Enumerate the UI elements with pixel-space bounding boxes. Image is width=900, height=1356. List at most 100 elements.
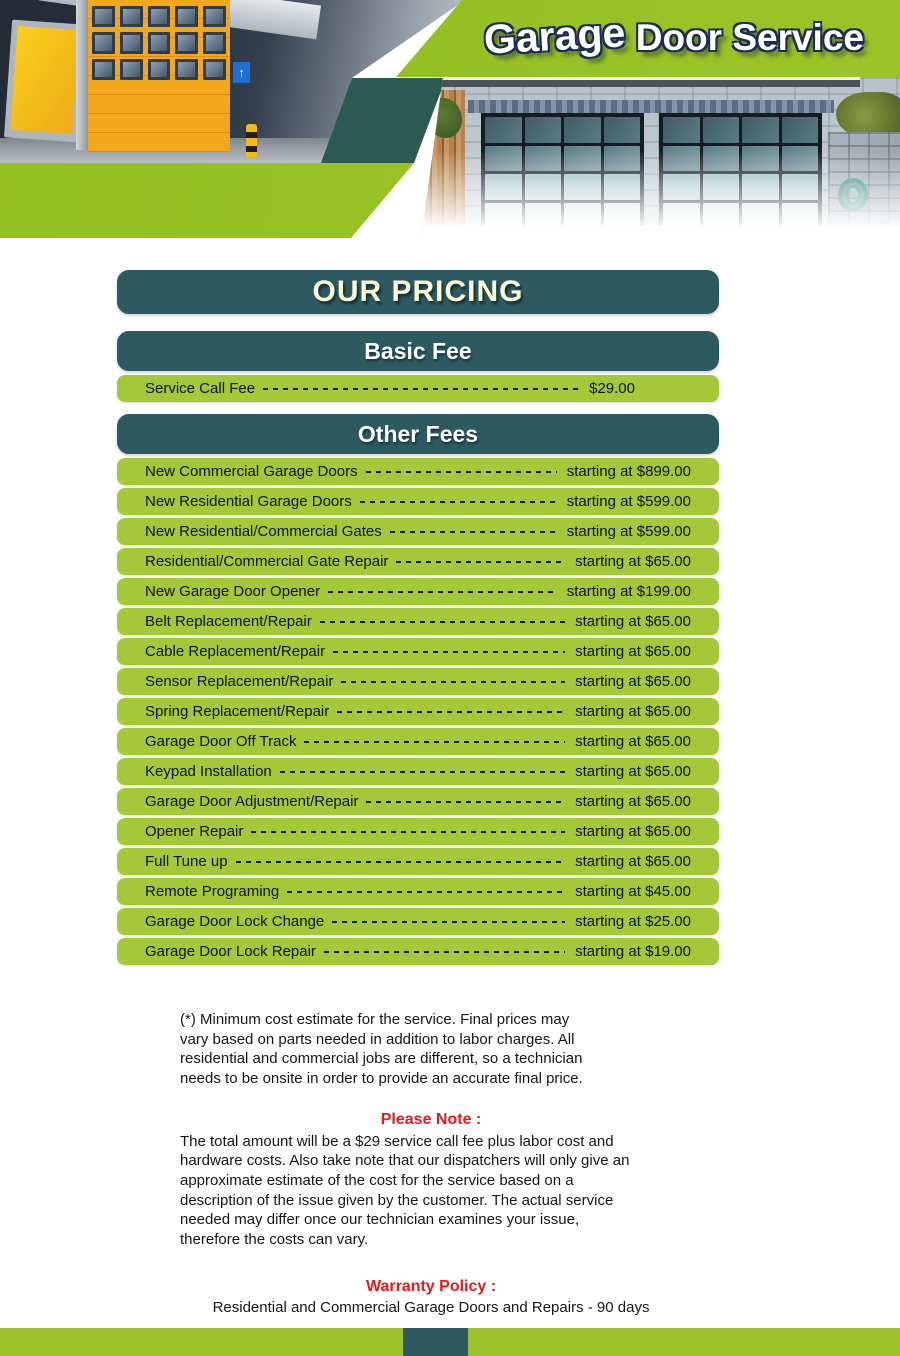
dash-leader xyxy=(341,681,566,683)
fee-price: starting at $19.00 xyxy=(575,943,691,960)
other-fees-list: New Commercial Garage Doors starting at $… xyxy=(117,458,719,965)
brick-header-row xyxy=(468,100,834,113)
fee-price: starting at $45.00 xyxy=(575,883,691,900)
fee-row: Garage Door Adjustment/Repair starting at… xyxy=(117,788,719,815)
fee-row: Garage Door Lock Change starting at $25.0… xyxy=(117,908,719,935)
fee-label: Belt Replacement/Repair xyxy=(145,613,312,630)
dash-leader xyxy=(333,651,566,653)
fee-price: $29.00 xyxy=(589,380,635,397)
page-title: Garage Door Service xyxy=(483,9,864,62)
fee-price: starting at $65.00 xyxy=(575,853,691,870)
door-frame-post xyxy=(76,0,88,150)
warranty-policy-body: Residential and Commercial Garage Doors … xyxy=(212,1299,650,1317)
pricing-title: OUR PRICING xyxy=(312,275,524,308)
fee-price: starting at $65.00 xyxy=(575,763,691,780)
fee-price: starting at $25.00 xyxy=(575,913,691,930)
dash-leader xyxy=(337,711,566,713)
dash-leader xyxy=(263,388,580,390)
fee-row: New Commercial Garage Doors starting at $… xyxy=(117,458,719,485)
header-banner: ↑ Garage Door Service xyxy=(0,0,900,240)
basic-fee-row: Service Call Fee $29.00 xyxy=(117,375,719,402)
dash-leader xyxy=(251,831,566,833)
fee-price: starting at $899.00 xyxy=(566,463,691,480)
fee-label: Spring Replacement/Repair xyxy=(145,703,330,720)
fee-label: Keypad Installation xyxy=(145,763,272,780)
fee-label: Opener Repair xyxy=(145,823,244,840)
fee-label: Garage Door Lock Repair xyxy=(145,943,316,960)
roof-soffit xyxy=(421,77,860,87)
fee-row: Garage Door Lock Repair starting at $19.0… xyxy=(117,938,719,965)
fee-row: Garage Door Off Track starting at $65.00 xyxy=(117,728,719,755)
fee-row: Cable Replacement/Repair starting at $65.… xyxy=(117,638,719,665)
garage-door-windows xyxy=(92,6,226,80)
dash-leader xyxy=(279,771,566,773)
pricing-title-bar: OUR PRICING xyxy=(117,270,719,314)
fee-row: Keypad Installation starting at $65.00 xyxy=(117,758,719,785)
fee-label: Sensor Replacement/Repair xyxy=(145,673,334,690)
fee-price: starting at $199.00 xyxy=(566,583,691,600)
fee-label: New Residential/Commercial Gates xyxy=(145,523,382,540)
fee-label: Remote Programing xyxy=(145,883,280,900)
fee-price: starting at $65.00 xyxy=(575,823,691,840)
dash-leader xyxy=(319,621,566,623)
fee-row: Full Tune up starting at $65.00 xyxy=(117,848,719,875)
basic-fee-heading: Basic Fee xyxy=(364,337,472,364)
fee-price: starting at $65.00 xyxy=(575,643,691,660)
dash-leader xyxy=(304,741,566,743)
pricing-section: OUR PRICING Basic Fee Service Call Fee $… xyxy=(117,270,719,968)
photo-white-fade xyxy=(421,150,900,240)
fee-price: starting at $65.00 xyxy=(575,613,691,630)
green-band-shape xyxy=(0,163,414,238)
fee-label: Garage Door Off Track xyxy=(145,733,297,750)
dash-leader xyxy=(366,801,566,803)
up-arrow-sign: ↑ xyxy=(233,62,250,83)
fee-row: Spring Replacement/Repair starting at $65… xyxy=(117,698,719,725)
title-banner: Garage Door Service xyxy=(396,0,900,77)
fee-price: starting at $599.00 xyxy=(566,493,691,510)
fee-price: starting at $599.00 xyxy=(566,523,691,540)
other-fees-header: Other Fees xyxy=(117,414,719,454)
fee-label: Cable Replacement/Repair xyxy=(145,643,326,660)
fee-price: starting at $65.00 xyxy=(575,703,691,720)
fee-price: starting at $65.00 xyxy=(575,553,691,570)
please-note-body: The total amount will be a $29 service c… xyxy=(180,1132,630,1249)
fee-price: starting at $65.00 xyxy=(575,733,691,750)
please-note-heading: Please Note : xyxy=(380,1110,482,1128)
fee-row: Remote Programing starting at $45.00 xyxy=(117,878,719,905)
fee-row: Belt Replacement/Repair starting at $65.0… xyxy=(117,608,719,635)
notes-section: (*) Minimum cost estimate for the servic… xyxy=(180,1010,682,1318)
fee-label: Service Call Fee xyxy=(145,380,256,397)
fee-row: Residential/Commercial Gate Repair starti… xyxy=(117,548,719,575)
footer-teal-block xyxy=(403,1328,468,1356)
dash-leader xyxy=(287,891,566,893)
dash-leader xyxy=(235,861,566,863)
dash-leader xyxy=(396,561,566,563)
dash-leader xyxy=(323,951,566,953)
safety-bollard xyxy=(246,124,257,157)
fee-row: Opener Repair starting at $65.00 xyxy=(117,818,719,845)
title-words-door-service: Door Service xyxy=(635,17,864,58)
fee-row: New Residential Garage Doors starting at … xyxy=(117,488,719,515)
up-arrow-icon: ↑ xyxy=(238,65,245,80)
pricing-disclaimer: (*) Minimum cost estimate for the servic… xyxy=(180,1011,583,1088)
footer-bar xyxy=(0,1328,900,1356)
fee-label: Garage Door Adjustment/Repair xyxy=(145,793,359,810)
fee-label: Garage Door Lock Change xyxy=(145,913,325,930)
title-word-garage: Garage xyxy=(483,9,627,63)
dash-leader xyxy=(328,591,557,593)
fee-row: New Garage Door Opener starting at $199.0… xyxy=(117,578,719,605)
warranty-policy-heading: Warranty Policy : xyxy=(365,1277,497,1295)
dash-leader xyxy=(389,531,557,533)
other-fees-heading: Other Fees xyxy=(357,420,479,447)
fee-label: New Commercial Garage Doors xyxy=(145,463,358,480)
fee-label: Residential/Commercial Gate Repair xyxy=(145,553,389,570)
yellow-sign xyxy=(10,25,80,135)
dash-leader xyxy=(359,501,557,503)
fee-label: New Garage Door Opener xyxy=(145,583,321,600)
dash-leader xyxy=(332,921,566,923)
fee-price: starting at $65.00 xyxy=(575,673,691,690)
fee-row: New Residential/Commercial Gates starting… xyxy=(117,518,719,545)
fee-price: starting at $65.00 xyxy=(575,793,691,810)
fee-row: Sensor Replacement/Repair starting at $65… xyxy=(117,668,719,695)
basic-fee-header: Basic Fee xyxy=(117,331,719,371)
